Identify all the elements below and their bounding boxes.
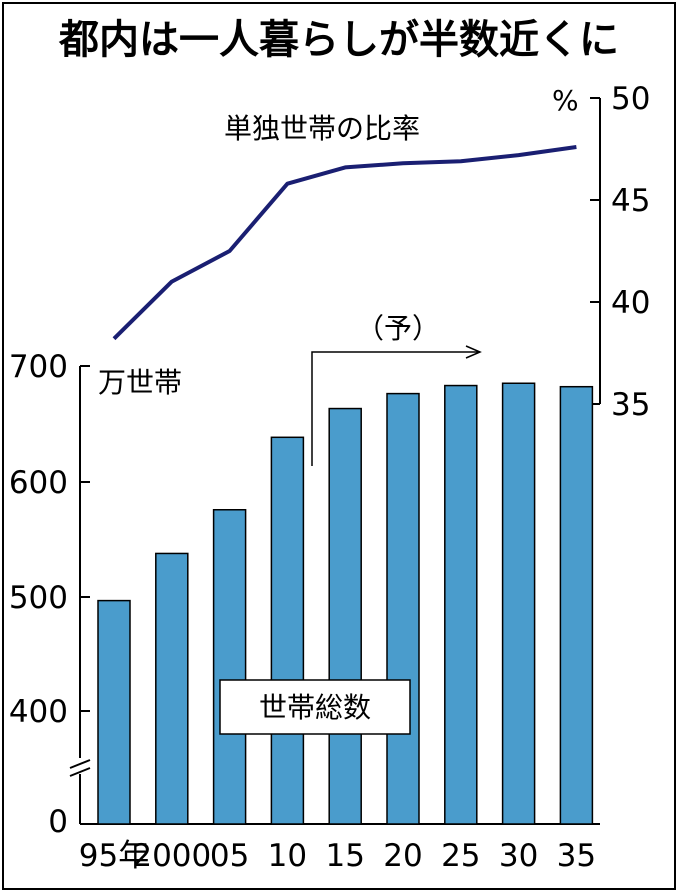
bar-5 [386, 392, 420, 825]
left-ticks: 700 600 500 400 0 [9, 349, 90, 840]
forecast-label: （予） [356, 312, 440, 345]
x-tick-label: 25 [441, 838, 480, 874]
left-tick-label: 0 [48, 804, 68, 840]
bar-8 [559, 385, 594, 825]
left-tick-label: 600 [9, 465, 68, 501]
bar-3 [270, 436, 305, 825]
x-tick-label: 20 [383, 838, 422, 874]
x-tick-label: 35 [557, 838, 596, 874]
forecast-arrow-icon [465, 345, 482, 359]
x-tick-label: 2000 [132, 838, 211, 874]
left-tick-label: 500 [9, 580, 68, 616]
bar-series [97, 382, 594, 825]
bar-6 [444, 384, 478, 825]
bar-2 [212, 509, 247, 825]
right-tick-label: 45 [611, 183, 650, 219]
left-tick-label: 700 [9, 349, 68, 385]
line-unit-label: % [552, 84, 579, 117]
line-series-label: 単独世帯の比率 [224, 112, 420, 145]
x-tick-label: 30 [499, 838, 538, 874]
x-tick-label: 05 [210, 838, 249, 874]
x-tick-label: 10 [268, 838, 307, 874]
forecast-bracket [311, 351, 478, 466]
bar-series-label-box [219, 679, 411, 735]
bar-unit-label: 万世帯 [98, 366, 182, 399]
right-tick-label: 50 [611, 81, 650, 117]
axis-break-icon [69, 759, 91, 777]
ratio-line [112, 145, 577, 341]
chart-title: 都内は一人暮らしが半数近くに [58, 17, 619, 63]
right-tick-label: 35 [611, 387, 650, 423]
right-ticks: 50 45 40 35 [590, 81, 650, 423]
left-tick-label: 400 [9, 694, 68, 730]
bar-series-label: 世帯総数 [259, 691, 371, 724]
x-tick-label: 95年 [79, 838, 149, 874]
bar-7 [501, 382, 536, 825]
x-tick-label: 15 [325, 838, 364, 874]
bar-4 [328, 407, 362, 825]
right-tick-label: 40 [611, 285, 650, 321]
bar-1 [155, 552, 189, 825]
bar-0 [97, 599, 131, 825]
